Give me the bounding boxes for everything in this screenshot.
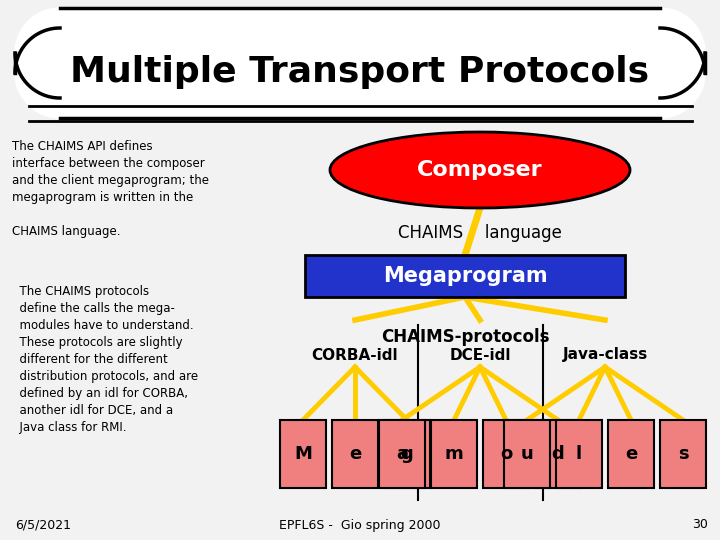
Circle shape [15, 8, 105, 98]
Text: Megaprogram: Megaprogram [383, 266, 547, 286]
Text: m: m [445, 445, 464, 463]
FancyBboxPatch shape [379, 420, 425, 488]
FancyBboxPatch shape [504, 420, 550, 488]
Text: u: u [521, 445, 534, 463]
FancyBboxPatch shape [332, 420, 378, 488]
FancyBboxPatch shape [305, 255, 625, 297]
Text: s: s [678, 445, 688, 463]
Text: a: a [396, 445, 408, 463]
FancyBboxPatch shape [431, 420, 477, 488]
Circle shape [615, 28, 705, 118]
Circle shape [615, 8, 705, 98]
Bar [660, 53, 705, 73]
FancyBboxPatch shape [483, 420, 529, 488]
Text: CHAIMS-protocols: CHAIMS-protocols [381, 328, 549, 346]
Circle shape [15, 28, 105, 118]
Text: CHAIMS -  language: CHAIMS - language [398, 224, 562, 242]
Text: o: o [500, 445, 512, 463]
FancyBboxPatch shape [280, 420, 326, 488]
Bar [15, 53, 60, 73]
Text: l: l [576, 445, 582, 463]
Text: EPFL6S -  Gio spring 2000: EPFL6S - Gio spring 2000 [279, 518, 441, 531]
Text: Multiple Transport Protocols: Multiple Transport Protocols [71, 55, 649, 89]
FancyBboxPatch shape [535, 420, 581, 488]
FancyBboxPatch shape [556, 420, 602, 488]
FancyBboxPatch shape [608, 420, 654, 488]
Text: d: d [552, 445, 564, 463]
Text: g: g [400, 445, 413, 463]
Text: 6/5/2021: 6/5/2021 [15, 518, 71, 531]
Text: e: e [625, 445, 637, 463]
Text: 30: 30 [692, 518, 708, 531]
Text: M: M [294, 445, 312, 463]
Text: Java-class: Java-class [562, 348, 647, 362]
Bar [60, 8, 660, 118]
Ellipse shape [330, 132, 630, 208]
Text: Composer: Composer [417, 160, 543, 180]
FancyBboxPatch shape [660, 420, 706, 488]
FancyBboxPatch shape [384, 420, 430, 488]
Text: CORBA-idl: CORBA-idl [312, 348, 398, 362]
Text: e: e [349, 445, 361, 463]
Text: DCE-idl: DCE-idl [449, 348, 510, 362]
Text: The CHAIMS protocols
  define the calls the mega-
  modules have to understand.
: The CHAIMS protocols define the calls th… [12, 285, 198, 434]
Text: The CHAIMS API defines
interface between the composer
and the client megaprogram: The CHAIMS API defines interface between… [12, 140, 209, 238]
